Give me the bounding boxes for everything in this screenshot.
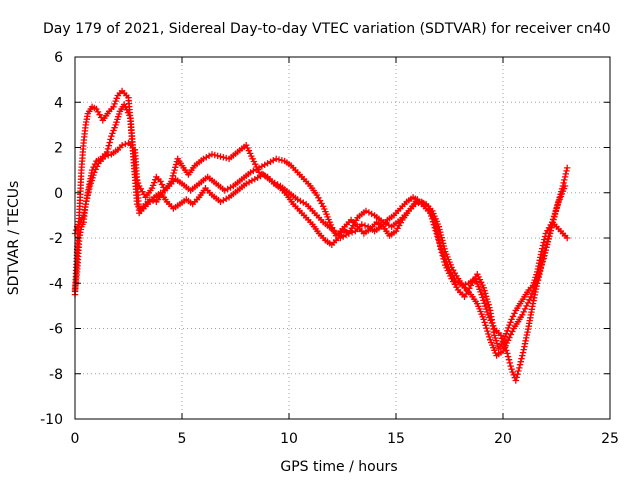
x-tick-label: 20 (494, 431, 512, 447)
y-tick-label: 2 (54, 141, 63, 157)
x-tick-label: 0 (71, 431, 80, 447)
x-axis-title: GPS time / hours (280, 459, 397, 475)
y-tick-label: -10 (40, 412, 63, 428)
grid (75, 57, 610, 419)
y-tick-label: -8 (49, 367, 63, 383)
plot-area (71, 87, 571, 384)
x-tick-label: 10 (280, 431, 298, 447)
chart-title: Day 179 of 2021, Sidereal Day-to-day VTE… (43, 21, 611, 37)
y-tick-label: 0 (54, 186, 63, 202)
y-tick-label: 6 (54, 50, 63, 66)
series-line (74, 103, 566, 382)
axis-labels: 0 5 10 15 20 25 -10 -8 -6 -4 -2 0 2 4 6 (40, 50, 619, 447)
x-tick-label: 15 (387, 431, 405, 447)
y-axis-title: SDTVAR / TECUs (6, 181, 22, 296)
axis-ticks (74, 56, 611, 420)
y-tick-label: -6 (49, 322, 63, 338)
x-tick-label: 25 (601, 431, 619, 447)
y-tick-label: -2 (49, 231, 63, 247)
y-tick-label: 4 (54, 95, 63, 111)
y-tick-label: -4 (49, 276, 63, 292)
x-tick-label: 5 (178, 431, 187, 447)
